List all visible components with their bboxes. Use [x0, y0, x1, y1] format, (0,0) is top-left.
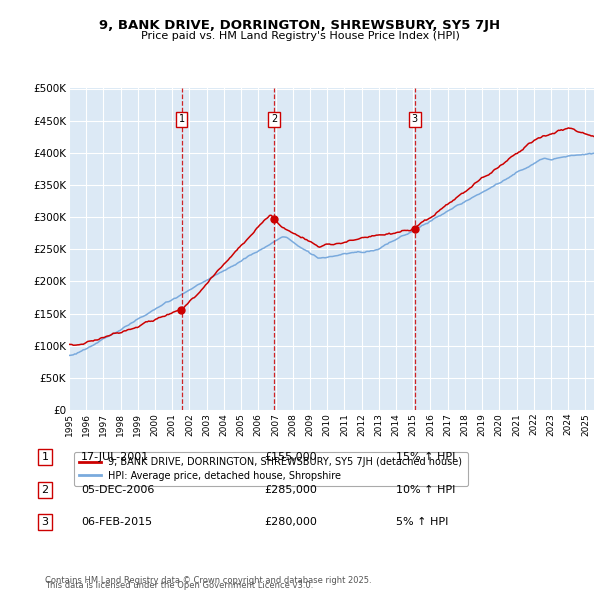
- Text: £155,000: £155,000: [264, 453, 317, 462]
- Legend: 9, BANK DRIVE, DORRINGTON, SHREWSBURY, SY5 7JH (detached house), HPI: Average pr: 9, BANK DRIVE, DORRINGTON, SHREWSBURY, S…: [74, 452, 468, 486]
- Text: 05-DEC-2006: 05-DEC-2006: [81, 485, 154, 494]
- Text: 10% ↑ HPI: 10% ↑ HPI: [396, 485, 455, 494]
- Text: 1: 1: [179, 114, 185, 124]
- Text: Price paid vs. HM Land Registry's House Price Index (HPI): Price paid vs. HM Land Registry's House …: [140, 31, 460, 41]
- Text: 3: 3: [412, 114, 418, 124]
- Text: 5% ↑ HPI: 5% ↑ HPI: [396, 517, 448, 527]
- Text: 2: 2: [271, 114, 277, 124]
- Text: 15% ↑ HPI: 15% ↑ HPI: [396, 453, 455, 462]
- Text: This data is licensed under the Open Government Licence v3.0.: This data is licensed under the Open Gov…: [45, 581, 313, 590]
- Text: £280,000: £280,000: [264, 517, 317, 527]
- Text: £285,000: £285,000: [264, 485, 317, 494]
- Text: 1: 1: [41, 453, 49, 462]
- Text: 3: 3: [41, 517, 49, 527]
- Text: 2: 2: [41, 485, 49, 494]
- Text: 9, BANK DRIVE, DORRINGTON, SHREWSBURY, SY5 7JH: 9, BANK DRIVE, DORRINGTON, SHREWSBURY, S…: [100, 19, 500, 32]
- Text: 17-JUL-2001: 17-JUL-2001: [81, 453, 149, 462]
- Text: 06-FEB-2015: 06-FEB-2015: [81, 517, 152, 527]
- Text: Contains HM Land Registry data © Crown copyright and database right 2025.: Contains HM Land Registry data © Crown c…: [45, 576, 371, 585]
